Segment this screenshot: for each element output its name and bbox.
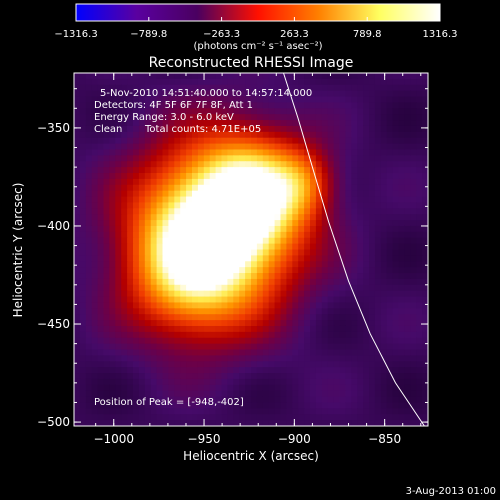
annotation-total-counts: Total counts: 4.71E+05 xyxy=(145,124,262,135)
annotation-detectors: Detectors: 4F 5F 6F 7F 8F, Att 1 xyxy=(94,100,254,111)
colorbar-tick-label: 789.8 xyxy=(353,29,382,40)
x-tick-label: −1000 xyxy=(93,432,134,446)
annotation-method: Clean xyxy=(94,124,123,135)
timestamp: 3-Aug-2013 01:00 xyxy=(406,486,496,497)
y-axis-label: Heliocentric Y (arcsec) xyxy=(11,183,25,318)
x-tick-label: −950 xyxy=(188,432,221,446)
plot-title: Reconstructed RHESSI Image xyxy=(149,55,354,71)
colorbar-tick-label: −789.8 xyxy=(130,29,167,40)
x-tick-label: −850 xyxy=(368,432,401,446)
colorbar-units-label: (photons cm⁻² s⁻¹ asec⁻²) xyxy=(193,41,322,52)
annotation-time-range: 5-Nov-2010 14:51:40.000 to 14:57:14.000 xyxy=(100,88,313,99)
y-tick-label: −500 xyxy=(37,415,70,429)
colorbar-tick-label: −263.3 xyxy=(203,29,240,40)
y-tick-label: −400 xyxy=(37,219,70,233)
y-axis: −350 −400 −450 −500 xyxy=(37,88,428,429)
colorbar-tick-label: −1316.3 xyxy=(54,29,97,40)
x-axis-label: Heliocentric X (arcsec) xyxy=(183,449,319,463)
colorbar-tick-label: 263.3 xyxy=(280,29,309,40)
x-axis: −1000 −950 −900 −850 xyxy=(93,73,422,446)
colorbar-tick-label: 1316.3 xyxy=(423,29,458,40)
y-tick-label: −350 xyxy=(37,121,70,135)
x-tick-label: −900 xyxy=(278,432,311,446)
colorbar xyxy=(75,3,441,22)
colorbar-ticks: −1316.3 −789.8 −263.3 263.3 789.8 1316.3 xyxy=(54,17,458,40)
annotation-energy-range: Energy Range: 3.0 - 6.0 keV xyxy=(94,112,234,123)
y-tick-label: −450 xyxy=(37,317,70,331)
plot-frame xyxy=(73,72,429,427)
solar-limb-curve xyxy=(283,73,425,426)
annotation-peak-position: Position of Peak = [-948,-402] xyxy=(94,397,244,408)
flare-image-heatmap xyxy=(74,73,428,426)
